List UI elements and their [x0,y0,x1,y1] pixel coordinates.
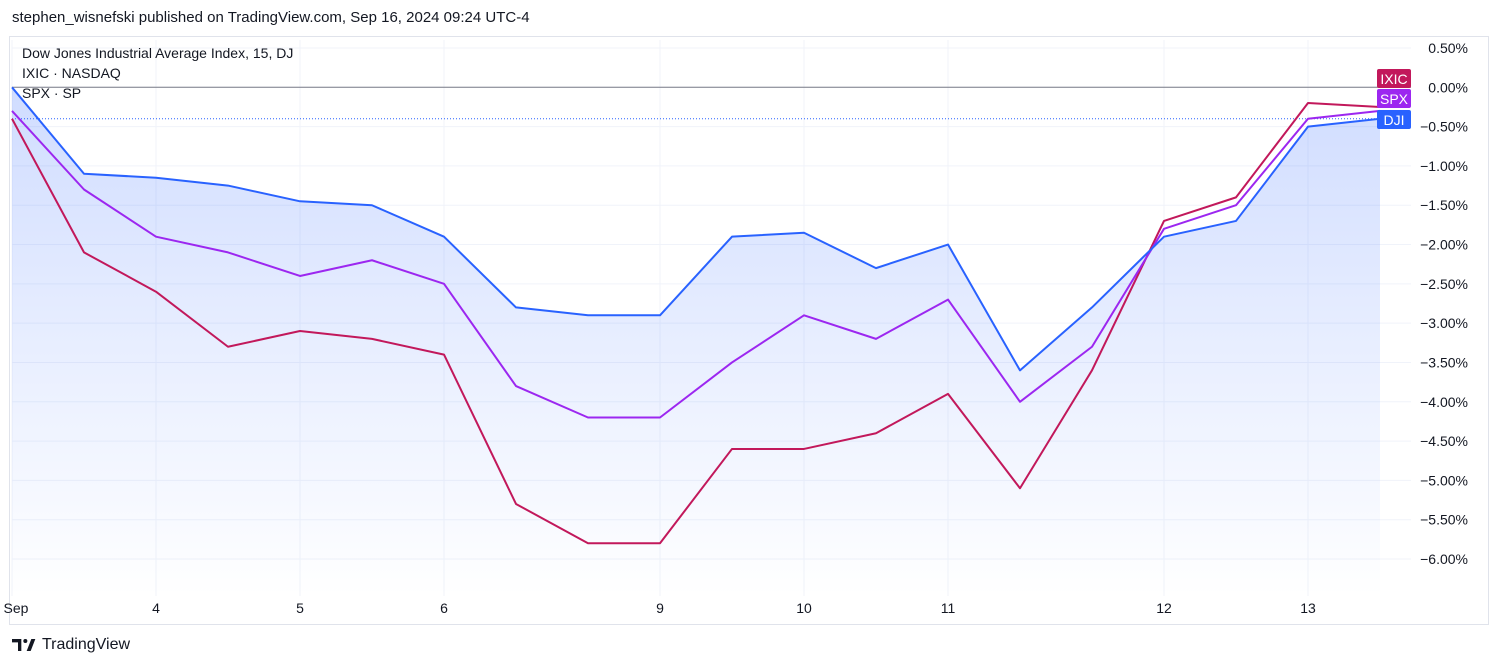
y-tick-label: −4.00% [1420,394,1468,410]
y-tick-label: −3.50% [1420,354,1468,370]
legend-ixic[interactable]: IXIC · NASDAQ [22,65,121,81]
series-line-dji [11,86,1381,372]
last-value-label-dji: DJI [1384,112,1405,128]
last-value-tag-dji [1377,110,1411,129]
y-tick-label: −2.00% [1420,237,1468,253]
x-tick-label: 6 [440,600,448,616]
y-tick-label: 0.50% [1428,40,1468,56]
last-value-tag-ixic [1377,69,1411,88]
x-tick-label: 12 [1156,600,1172,616]
y-tick-label: −6.00% [1420,551,1468,567]
x-tick-label: 13 [1300,600,1316,616]
legend: Dow Jones Industrial Average Index, 15, … [22,43,293,103]
legend-spx[interactable]: SPX · SP [22,85,82,101]
tradingview-logo-icon [12,639,36,651]
chart-frame [9,36,1489,625]
publisher-header: stephen_wisnefski published on TradingVi… [12,9,530,26]
legend-dji[interactable]: Dow Jones Industrial Average Index, 15, … [22,45,294,61]
dji-area-fill [12,87,1380,597]
y-tick-label: −1.00% [1420,158,1468,174]
y-tick-label: −5.00% [1420,472,1468,488]
x-tick-label: 5 [296,600,304,616]
y-tick-label: −5.50% [1420,512,1468,528]
x-tick-label: 10 [796,600,812,616]
y-tick-label: −4.50% [1420,433,1468,449]
footer: TradingView [12,636,130,654]
last-value-label-spx: SPX [1380,91,1409,107]
last-value-label-ixic: IXIC [1380,71,1407,87]
series-line-ixic [11,102,1381,545]
y-tick-label: −3.00% [1420,315,1468,331]
last-value-tag-spx [1377,89,1411,108]
x-tick-label: Sep [4,600,29,616]
y-tick-label: 0.00% [1428,79,1468,95]
x-tick-label: 4 [152,600,160,616]
y-tick-label: −1.50% [1420,197,1468,213]
x-tick-label: 9 [656,600,664,616]
tradingview-brand[interactable]: TradingView [42,636,131,653]
x-tick-label: 11 [941,600,956,616]
y-tick-label: −0.50% [1420,119,1468,135]
y-tick-label: −2.50% [1420,276,1468,292]
